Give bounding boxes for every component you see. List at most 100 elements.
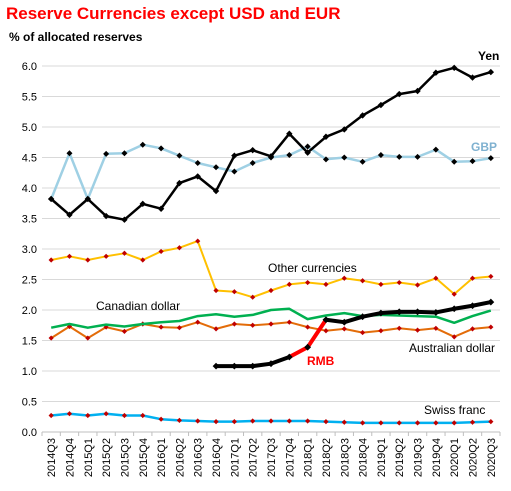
y-tick-label: 1.0: [22, 366, 37, 378]
data-point-gbp: [377, 152, 384, 159]
data-point-australian-dollar: [396, 325, 402, 331]
data-point-yen: [121, 216, 128, 223]
x-tick-label: 2018Q4: [358, 438, 370, 477]
x-tick-label: 2017Q2: [248, 438, 260, 477]
data-point-swiss-franc: [213, 419, 219, 425]
data-point-yen: [66, 211, 73, 219]
series-line-rmb: [250, 361, 273, 369]
data-point-yen: [286, 130, 293, 137]
data-point-swiss-franc: [158, 416, 164, 422]
data-point-rmb: [395, 308, 403, 316]
x-tick-label: 2020Q2: [468, 438, 480, 477]
data-point-other-currencies: [48, 257, 54, 263]
data-point-other-currencies: [414, 282, 421, 288]
x-tick-label: 2015Q2: [101, 438, 113, 477]
data-point-other-currencies: [213, 287, 219, 294]
data-point-yen: [414, 87, 421, 95]
data-point-swiss-franc: [378, 420, 384, 426]
x-tick-label: 2015Q3: [119, 438, 131, 477]
data-point-rmb: [249, 362, 257, 370]
data-point-australian-dollar: [341, 326, 347, 332]
data-point-australian-dollar: [121, 328, 128, 334]
data-point-australian-dollar: [158, 324, 164, 330]
chart-title: Reserve Currencies except USD and EUR: [6, 4, 341, 23]
data-point-yen: [212, 187, 220, 195]
data-point-other-currencies: [378, 281, 384, 287]
data-point-swiss-franc: [48, 412, 54, 419]
data-point-australian-dollar: [451, 334, 457, 340]
data-point-yen: [84, 195, 91, 203]
x-tick-label: 2015Q1: [83, 438, 95, 477]
x-tick-label: 2019Q3: [413, 438, 425, 477]
data-point-swiss-franc: [414, 420, 421, 426]
data-point-yen: [194, 173, 201, 180]
data-point-swiss-franc: [488, 419, 494, 425]
series-line-rmb: [287, 345, 310, 359]
data-point-yen: [487, 68, 495, 76]
data-point-gbp: [432, 146, 439, 153]
series-line-yen: [50, 66, 492, 221]
data-point-gbp: [121, 150, 128, 157]
y-tick-label: 3.0: [22, 244, 37, 256]
data-point-australian-dollar: [286, 319, 292, 325]
x-tick-label: 2017Q4: [284, 438, 296, 477]
series-label-swiss-franc: Swiss franc: [424, 403, 485, 417]
data-point-yen: [176, 179, 183, 187]
data-point-other-currencies: [451, 291, 457, 297]
data-point-australian-dollar: [488, 324, 494, 330]
data-point-rmb: [212, 362, 220, 370]
y-tick-label: 2.0: [22, 305, 37, 317]
data-point-other-currencies: [195, 238, 201, 244]
data-point-gbp: [451, 158, 458, 165]
data-point-australian-dollar: [414, 327, 421, 333]
data-point-rmb: [414, 308, 421, 316]
data-point-gbp: [469, 158, 476, 165]
data-point-swiss-franc: [341, 419, 347, 425]
data-point-swiss-franc: [268, 418, 274, 424]
data-point-other-currencies: [323, 281, 329, 287]
data-point-yen: [249, 146, 256, 154]
x-tick-label: 2015Q4: [138, 438, 150, 477]
data-point-swiss-franc: [305, 418, 311, 424]
y-tick-label: 0.5: [22, 397, 37, 409]
data-point-rmb: [322, 316, 330, 324]
data-point-rmb: [487, 298, 495, 306]
data-point-gbp: [396, 153, 403, 160]
series-line-rmb: [452, 303, 475, 311]
data-point-gbp: [286, 152, 293, 159]
data-point-australian-dollar: [213, 326, 219, 332]
data-point-australian-dollar: [85, 335, 91, 341]
gridlines: [42, 65, 500, 433]
data-point-yen: [377, 101, 385, 109]
data-point-gbp: [322, 156, 329, 163]
data-point-swiss-franc: [121, 412, 128, 419]
x-tick-label: 2014Q4: [64, 438, 76, 477]
axes: 0.0 0.5 1.0 1.5 2.0 2.5 3.0 3.5 4.0 4.5 5.0 5.5 6.0 2…: [22, 61, 501, 477]
series-label-yen: Yen: [478, 49, 499, 63]
data-point-swiss-franc: [250, 418, 256, 424]
data-point-gbp: [359, 158, 366, 165]
x-tick-label: 2019Q2: [394, 438, 406, 477]
data-point-gbp: [213, 164, 220, 171]
x-tick-label: 2018Q1: [303, 438, 315, 477]
data-point-australian-dollar: [231, 321, 237, 327]
data-point-swiss-franc: [176, 417, 182, 424]
series-label-other-currencies: Other currencies: [268, 261, 357, 275]
series-line-rmb: [305, 317, 328, 350]
data-point-rmb: [450, 305, 458, 313]
data-point-gbp: [487, 155, 494, 162]
series-line-rmb: [342, 314, 365, 325]
data-point-australian-dollar: [268, 321, 274, 327]
data-point-other-currencies: [121, 250, 128, 256]
data-point-yen: [341, 126, 348, 133]
data-point-swiss-franc: [66, 411, 73, 417]
x-tick-label: 2018Q3: [339, 438, 351, 477]
x-tick-label: 2017Q3: [266, 438, 278, 477]
data-point-australian-dollar: [360, 329, 366, 336]
series-line-rmb: [360, 311, 383, 319]
y-tick-label: 5.0: [22, 122, 37, 134]
chart-subtitle: % of allocated reserves: [9, 30, 143, 44]
data-point-other-currencies: [396, 279, 402, 286]
data-point-gbp: [139, 141, 146, 148]
data-point-swiss-franc: [231, 419, 237, 425]
